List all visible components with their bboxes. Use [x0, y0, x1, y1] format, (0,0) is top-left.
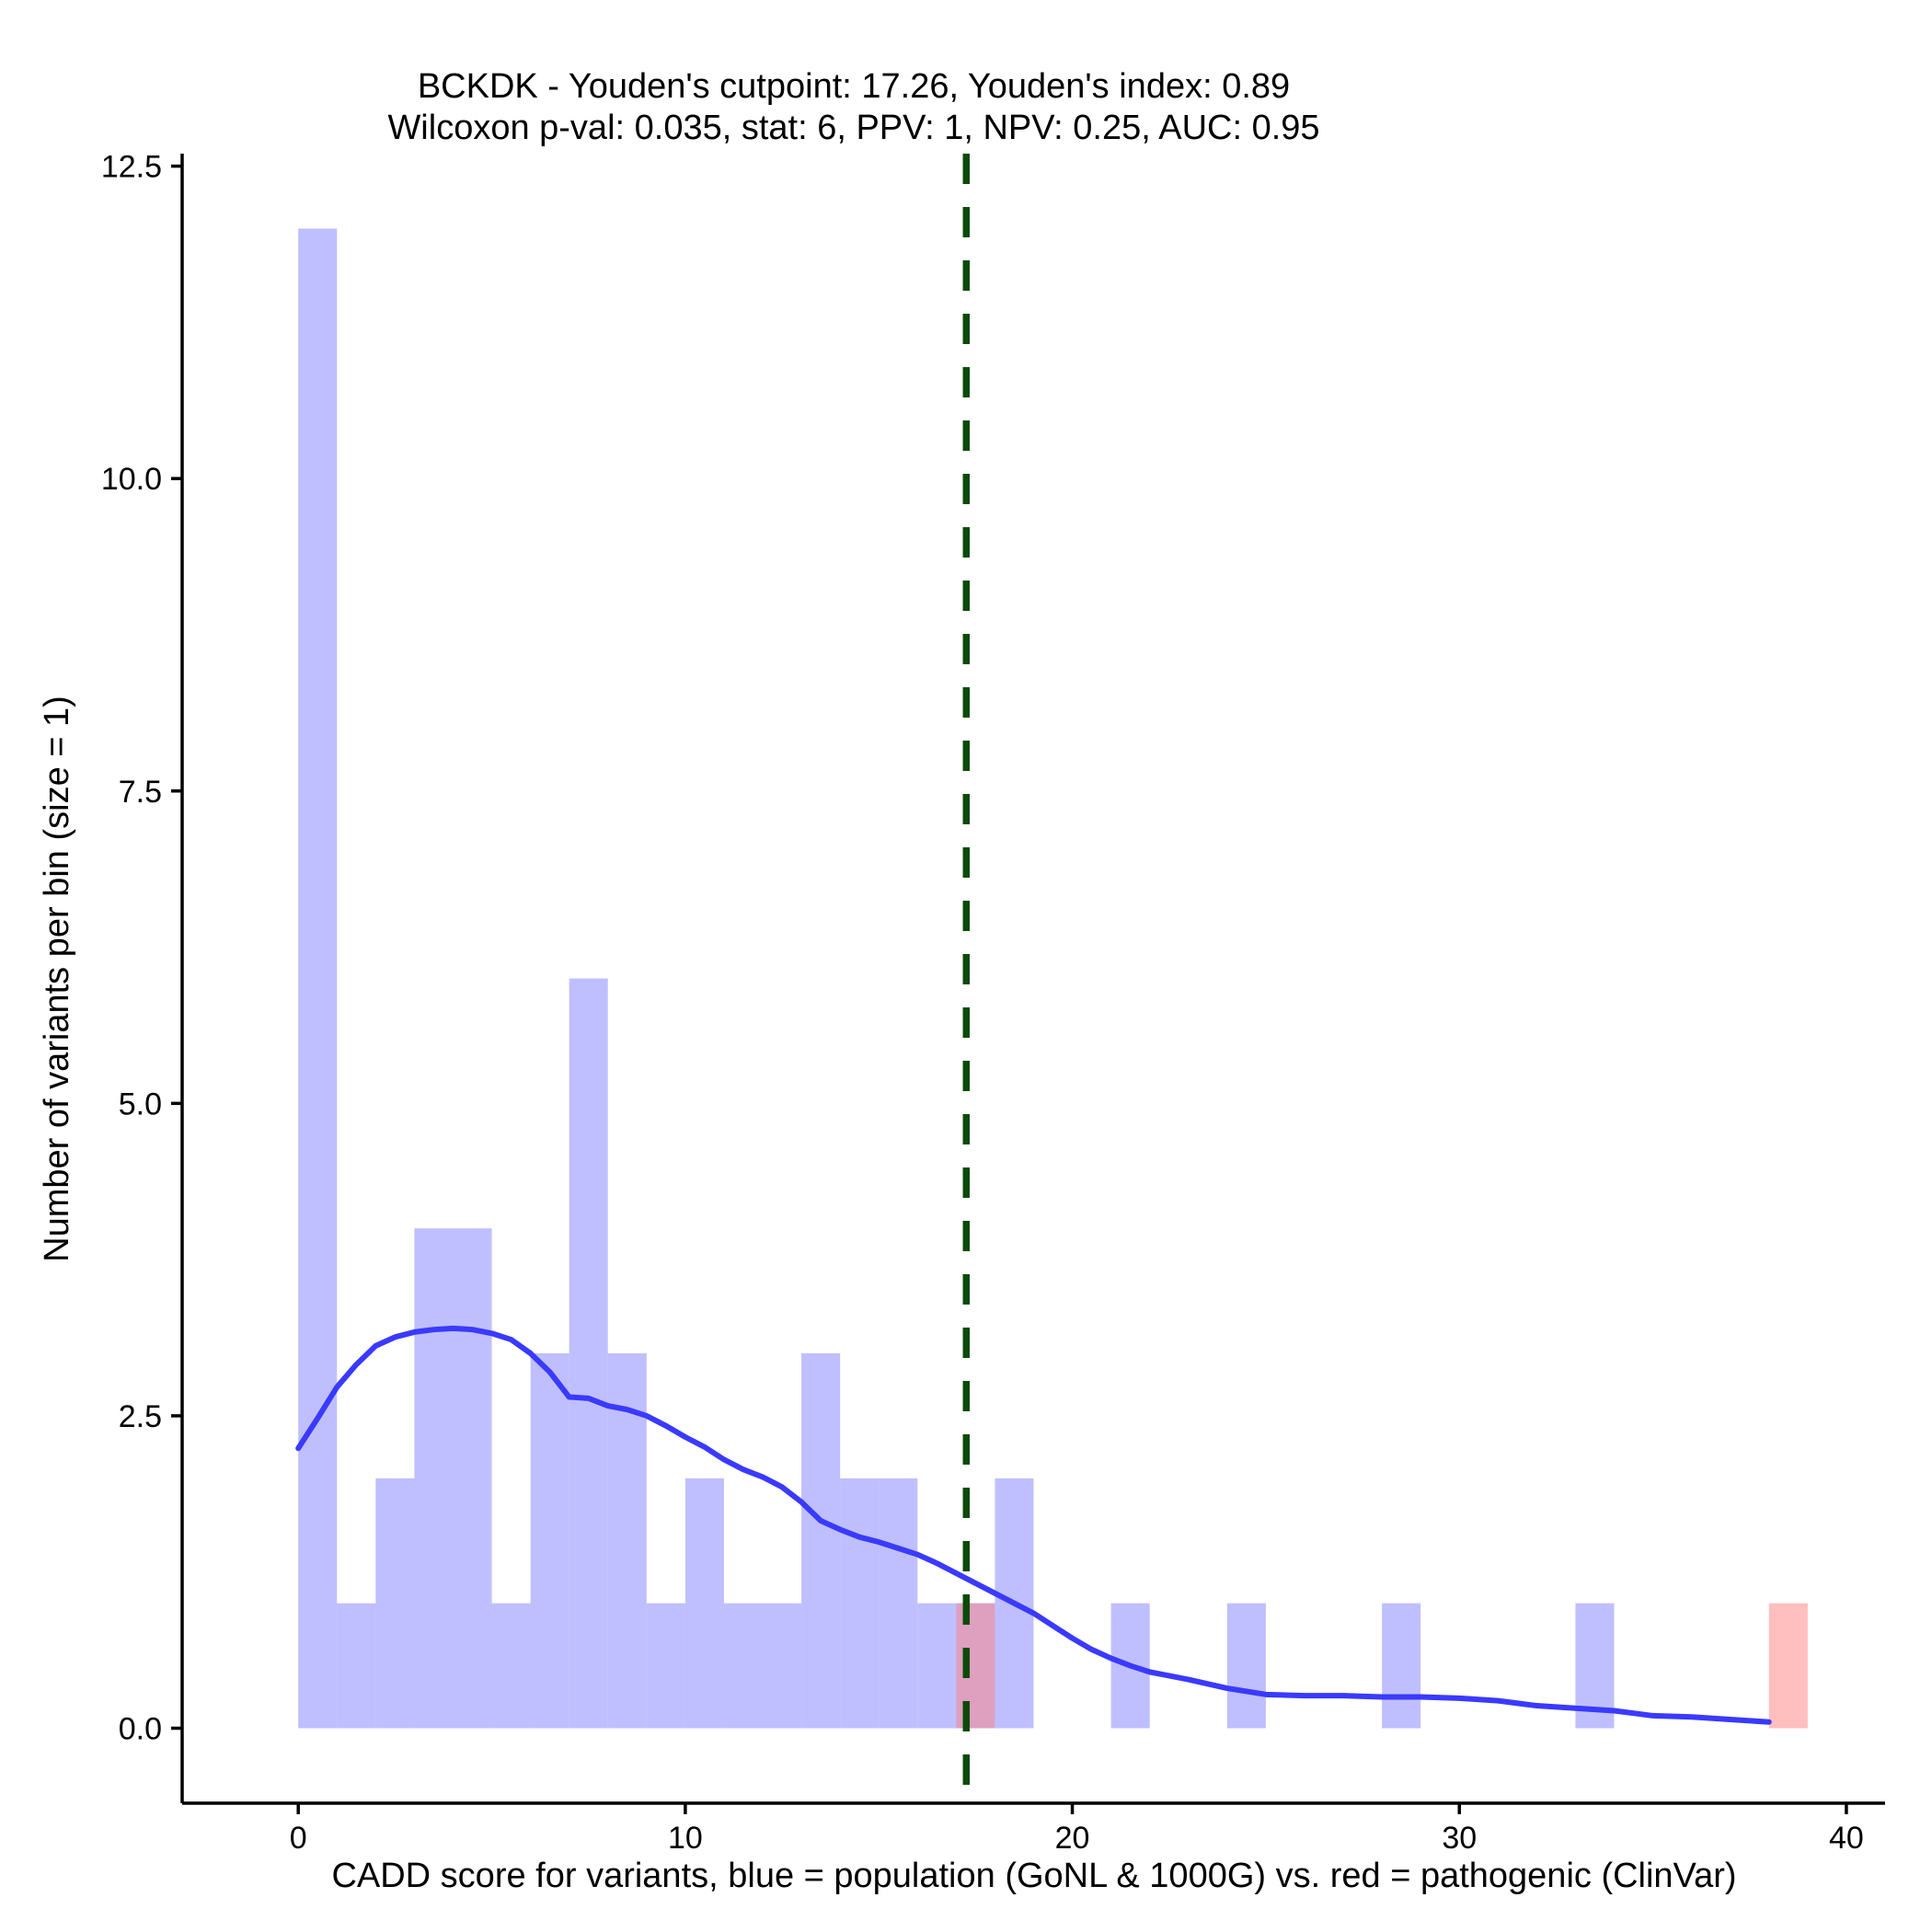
bar: [414, 1228, 454, 1729]
y-axis: 0.0 2.5 5.0 7.5 10.0 12.5: [101, 150, 184, 1803]
y-tick-label: 0.0: [119, 1712, 162, 1747]
chart-title-line-2: Wilcoxon p-val: 0.035, stat: 6, PPV: 1, …: [387, 109, 1319, 147]
bar: [917, 1603, 957, 1729]
x-tick-label: 20: [1055, 1821, 1090, 1856]
chart-title-line-1: BCKDK - Youden's cutpoint: 17.26, Youden…: [418, 67, 1290, 106]
plot-area: [295, 154, 1808, 1803]
bar: [1382, 1603, 1421, 1729]
x-tick-label: 10: [668, 1821, 703, 1856]
x-tick-label: 30: [1442, 1821, 1477, 1856]
bar: [646, 1603, 685, 1729]
density-curve: [295, 1325, 1772, 1725]
bar: [491, 1603, 531, 1729]
bar: [530, 1353, 569, 1729]
x-axis-title: CADD score for variants, blue = populati…: [331, 1857, 1736, 1895]
y-tick-label: 5.0: [119, 1087, 162, 1121]
bar: [1226, 1603, 1266, 1729]
bar: [840, 1478, 880, 1729]
x-axis: 0 10 20 30 40: [182, 1801, 1885, 1856]
bar: [879, 1478, 918, 1729]
bar: [684, 1478, 724, 1729]
bar: [956, 1603, 995, 1729]
bar: [1768, 1603, 1808, 1729]
chart-title: BCKDK - Youden's cutpoint: 17.26, Youden…: [387, 67, 1319, 147]
y-tick-label: 12.5: [101, 150, 162, 185]
bar: [763, 1603, 802, 1729]
y-tick-label: 2.5: [119, 1399, 162, 1434]
bar: [723, 1603, 764, 1729]
y-tick-label: 10.0: [101, 462, 162, 497]
y-axis-title: Number of variants per bin (size = 1): [38, 696, 76, 1262]
bar: [375, 1478, 415, 1729]
y-tick-label: 7.5: [119, 775, 162, 810]
series-1: [956, 1603, 1808, 1729]
bar: [337, 1603, 376, 1729]
x-tick-label: 0: [290, 1821, 307, 1856]
bar: [298, 228, 338, 1729]
x-tick-label: 40: [1829, 1821, 1864, 1856]
series-0: [298, 228, 1615, 1729]
bar: [569, 978, 608, 1729]
bar: [453, 1228, 492, 1729]
bar: [801, 1353, 841, 1729]
